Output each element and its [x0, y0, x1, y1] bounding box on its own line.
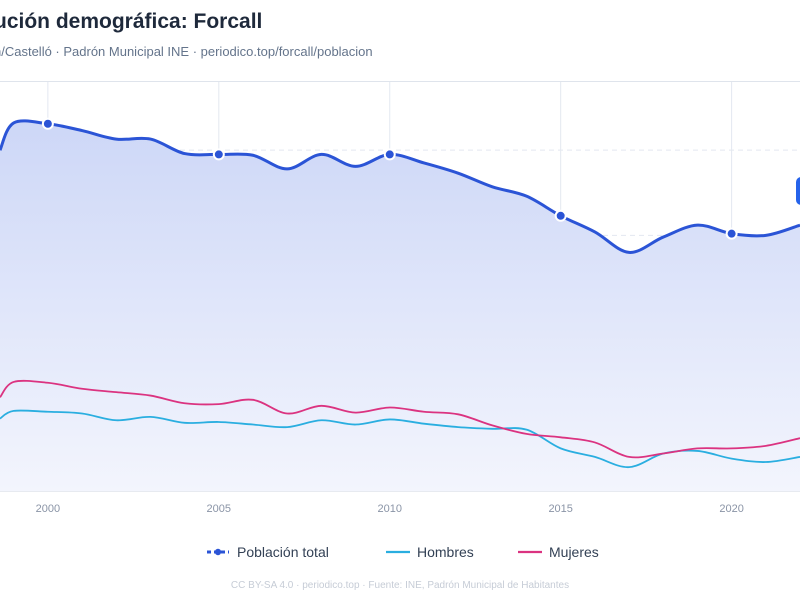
population-line-chart: 2000 2005 2010 2015 2020 [0, 82, 800, 515]
data-point-total [41, 117, 54, 130]
legend-swatch-hombres-icon [386, 550, 410, 554]
legend-label-hombres: Hombres [417, 544, 474, 560]
legend-label-mujeres: Mujeres [549, 544, 599, 560]
series-area-total [0, 120, 800, 491]
chart-subtitle: n/Castelló · Padrón Municipal INE · peri… [0, 44, 373, 59]
legend-item-mujeres[interactable]: Mujeres [518, 544, 599, 560]
legend-swatch-mujeres-icon [518, 550, 542, 554]
x-tick-label: 2020 [719, 503, 743, 515]
legend-swatch-total-icon [207, 548, 229, 556]
data-point-total [212, 148, 225, 161]
legend-label-total: Población total [237, 544, 329, 560]
x-tick-label: 2005 [207, 503, 231, 515]
data-point-total [554, 209, 567, 222]
x-tick-label: 2015 [548, 503, 572, 515]
data-point-total [383, 148, 396, 161]
chart-footer: CC BY-SA 4.0 · periodico.top · Fuente: I… [230, 580, 570, 591]
plot-top-border [0, 81, 800, 82]
x-tick-label: 2000 [36, 503, 60, 515]
series-line-mujeres [0, 379, 800, 459]
chart-title: ución demográfica: Forcall [0, 10, 263, 33]
chart-legend: Población total Hombres Mujeres [0, 544, 800, 564]
x-tick-label: 2010 [378, 503, 402, 515]
data-point-total [725, 227, 738, 240]
legend-item-hombres[interactable]: Hombres [386, 544, 474, 560]
tooltip-edge [796, 177, 800, 205]
legend-item-total[interactable]: Población total [206, 544, 329, 560]
